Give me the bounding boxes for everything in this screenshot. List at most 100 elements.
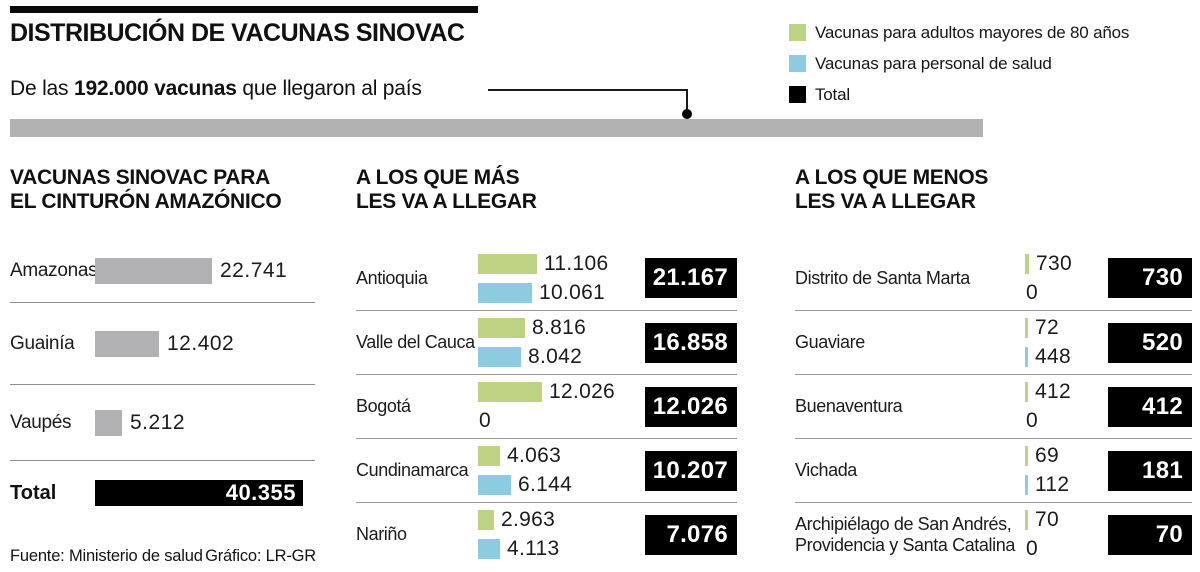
row-label: Vichada: [795, 460, 857, 480]
section-heading-amazon: VACUNAS SINOVAC PARA EL CINTURÓN AMAZÓNI…: [10, 166, 315, 214]
callout-dot: [682, 109, 692, 119]
elderly-bar: [478, 382, 542, 402]
elderly-bar: [478, 318, 525, 338]
health-bar: [478, 282, 532, 303]
health-value: 0: [1026, 409, 1038, 432]
row-total-value: 181: [1142, 456, 1183, 484]
elderly-bar-line: 69: [1025, 442, 1069, 471]
health-bar-line: 0: [1025, 407, 1071, 436]
least-rows: Distrito de Santa Marta 730 0 730 Guaviare 72…: [795, 246, 1192, 566]
row-total-badge: 520: [1108, 322, 1192, 363]
row-total-value: 412: [1142, 392, 1183, 420]
health-value: 0: [479, 409, 491, 432]
health-value: 448: [1035, 345, 1071, 368]
row-label: Vaupés: [10, 411, 72, 433]
elderly-bar-line: 412: [1025, 378, 1071, 407]
dist-row: Nariño 2.963 4.113 7.076: [356, 502, 737, 566]
heading-line-2: EL CINTURÓN AMAZÓNICO: [10, 190, 282, 213]
elderly-value: 11.106: [544, 251, 609, 275]
row-label: Archipiélago de San Andrés, Providencia …: [795, 513, 1015, 555]
row-label: Antioquia: [356, 267, 428, 288]
row-total-value: 520: [1142, 328, 1183, 356]
row-label: Nariño: [356, 524, 407, 544]
elderly-bar-line: 70: [1025, 506, 1059, 535]
dist-row: Antioquia 11.106 10.061 21.167: [356, 246, 737, 310]
legend: Vacunas para adultos mayores de 80 años V…: [789, 22, 1129, 115]
row-total-value: 16.858: [652, 328, 728, 356]
bar-stack: 11.106 10.061: [478, 249, 608, 307]
legend-item-elderly: Vacunas para adultos mayores de 80 años: [789, 22, 1129, 43]
health-bar-line: 0: [478, 407, 615, 436]
total-vaccines-strip: [10, 119, 983, 137]
amazon-total-bar: 40.355: [95, 480, 303, 506]
heading-line-2: LES VA A LLEGAR: [795, 190, 976, 213]
dist-row: Distrito de Santa Marta 730 0 730: [795, 246, 1192, 310]
row-total-badge: 10.207: [645, 450, 737, 491]
row-total-badge: 181: [1108, 450, 1192, 491]
row-total-value: 10.207: [652, 456, 728, 484]
health-bar-line: 0: [1025, 535, 1059, 564]
health-bar-line: 112: [1025, 471, 1069, 500]
elderly-bar-line: 730: [1025, 249, 1072, 278]
elderly-value: 730: [1036, 251, 1072, 275]
bar-stack: 2.963 4.113: [478, 506, 560, 564]
bar-stack: 8.816 8.042: [478, 314, 586, 372]
row-label: Guainía: [10, 332, 75, 354]
page-title: DISTRIBUCIÓN DE VACUNAS SINOVAC: [10, 19, 465, 47]
subtitle-total-vaccines: 192.000 vacunas: [73, 77, 237, 100]
legend-item-total: Total: [789, 84, 1129, 105]
amazon-total-row: Total 40.355: [10, 461, 315, 525]
elderly-bar: [1025, 318, 1028, 338]
section-heading-least: A LOS QUE MENOS LES VA A LLEGAR: [795, 166, 1192, 214]
row-total-value: 730: [1142, 264, 1183, 291]
row-label: Buenaventura: [795, 396, 903, 416]
elderly-value: 8.816: [532, 316, 587, 339]
row-total-badge: 16.858: [645, 322, 737, 363]
dist-row: Buenaventura 412 0 412: [795, 374, 1192, 438]
dist-row: Bogotá 12.026 0 12.026: [356, 374, 737, 438]
row-total-badge: 21.167: [645, 258, 737, 298]
row-total-value: 70: [1155, 520, 1183, 548]
dist-row: Archipiélago de San Andrés, Providencia …: [795, 502, 1192, 566]
elderly-bar: [1025, 382, 1028, 402]
elderly-value: 70: [1035, 508, 1059, 531]
elderly-bar-line: 11.106: [478, 249, 608, 278]
health-bar: [478, 347, 521, 367]
row-total-value: 7.076: [666, 520, 728, 548]
elderly-value: 69: [1035, 444, 1059, 467]
most-rows: Antioquia 11.106 10.061 21.167 Valle del Cau…: [356, 246, 737, 566]
bar-stack: 4.063 6.144: [478, 442, 572, 500]
footer: Fuente: Ministerio de salud Gráfico: LR-…: [10, 547, 316, 566]
elderly-bar: [478, 446, 500, 466]
health-value: 10.061: [539, 280, 606, 304]
gray-bar: [95, 258, 212, 284]
health-bar-line: 448: [1025, 343, 1071, 372]
subtitle-prefix: De las: [10, 77, 74, 100]
health-value: 6.144: [518, 473, 573, 496]
row-total-badge: 7.076: [645, 514, 737, 555]
dist-row: Vichada 69 112 181: [795, 438, 1192, 502]
health-bar: [478, 539, 500, 559]
heading-line-1: A LOS QUE MÁS: [356, 166, 520, 189]
row-label: Cundinamarca: [356, 460, 469, 480]
health-bar: [1025, 347, 1028, 367]
section-least-receiving: A LOS QUE MENOS LES VA A LLEGAR Distrito…: [795, 166, 1192, 566]
row-total-badge: 70: [1108, 514, 1192, 555]
health-bar-line: 4.113: [478, 535, 560, 564]
bar-stack: 69 112: [1025, 442, 1069, 500]
health-bar-line: 0: [1025, 278, 1072, 307]
row-total-value: 21.167: [652, 264, 728, 291]
row-total-value: 12.026: [652, 392, 728, 420]
footer-source: Fuente: Ministerio de salud: [10, 547, 203, 565]
amazon-row: Amazonas 22.741: [10, 240, 315, 303]
row-value: 12.402: [167, 331, 235, 355]
elderly-value: 12.026: [549, 380, 616, 403]
bar-stack: 70 0: [1025, 506, 1059, 564]
row-label: Guaviare: [795, 332, 865, 352]
row-value: 5.212: [130, 410, 186, 434]
row-value: 22.741: [220, 259, 288, 282]
health-value: 4.113: [507, 537, 560, 560]
dist-row: Cundinamarca 4.063 6.144 10.207: [356, 438, 737, 502]
bar-stack: 730 0: [1025, 249, 1072, 307]
